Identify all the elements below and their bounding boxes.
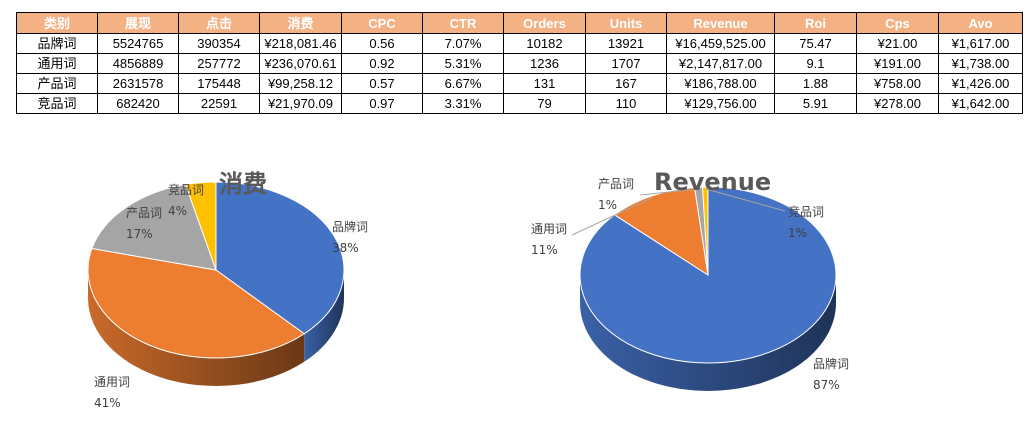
table-cell: ¥278.00 [856,93,939,114]
data-label-竞品词: 竞品词 [168,183,204,197]
table-cell: ¥99,258.12 [259,73,342,94]
column-header: Avo [938,12,1023,34]
table-cell: 通用词 [16,53,98,74]
leader-line [571,197,653,236]
pie-slice-产品词 [91,183,217,271]
table-cell: 390354 [178,33,260,54]
metrics-table: 类别 展现 点击 消费 CPC CTR Orders Units Revenue… [16,12,1023,114]
table-cell: ¥1,426.00 [938,73,1023,94]
table-cell: 5.91 [774,93,857,114]
table-cell: ¥236,070.61 [259,53,342,74]
leader-line [639,188,699,196]
data-label-percent: 4% [168,204,187,218]
slice-side-品牌词 [304,270,344,362]
table-cell: 0.92 [341,53,423,74]
table-cell: 品牌词 [16,33,98,54]
data-label-percent: 11% [531,243,558,257]
table-cell: 682420 [97,93,179,114]
data-label-percent: 87% [813,378,840,392]
table-cell: 3.31% [422,93,504,114]
table-cell: 13921 [585,33,667,54]
table-cell: 6.67% [422,73,504,94]
data-label-percent: 1% [598,198,617,212]
table-cell: 22591 [178,93,260,114]
table-cell: 0.56 [341,33,423,54]
table-cell: 167 [585,73,667,94]
pie-slice-品牌词 [215,181,345,335]
table-cell: ¥21.00 [856,33,939,54]
table-cell: 产品词 [16,73,98,94]
column-header: CTR [422,12,504,34]
table-cell: ¥758.00 [856,73,939,94]
data-label-产品词: 产品词 [126,206,162,220]
column-header: Orders [503,12,586,34]
table-cell: ¥1,738.00 [938,53,1023,74]
table-cell: 9.1 [774,53,857,74]
pie-slice-通用词 [613,186,709,277]
data-label-通用词: 通用词 [94,375,130,389]
column-header: Units [585,12,667,34]
data-label-percent: 41% [94,396,121,410]
pie-slice-竞品词 [701,186,709,276]
table-cell: 131 [503,73,586,94]
table-cell: ¥2,147,817.00 [666,53,775,74]
data-label-品牌词: 品牌词 [332,220,368,234]
data-label-品牌词: 品牌词 [813,357,849,371]
table-cell: ¥191.00 [856,53,939,74]
table-cell: 0.57 [341,73,423,94]
table-row: 竞品词 682420 22591 ¥21,970.09 0.97 3.31% 7… [16,93,1023,114]
revenue-pie-chart: Revenue 品牌词 87% 通用词 11% 产品词 1% 竞品词 1% [531,168,849,392]
column-header: CPC [341,12,423,34]
table-cell: 79 [503,93,586,114]
chart-title: Revenue [654,168,771,196]
table-cell: ¥186,788.00 [666,73,775,94]
column-header: Cps [856,12,939,34]
table-cell: 110 [585,93,667,114]
table-cell: ¥129,756.00 [666,93,775,114]
table-row: 品牌词 5524765 390354 ¥218,081.46 0.56 7.07… [16,33,1023,54]
table-cell: 257772 [178,53,260,74]
table-cell: ¥1,642.00 [938,93,1023,114]
slice-side-品牌词 [580,275,836,391]
table-cell: ¥218,081.46 [259,33,342,54]
table-cell: ¥1,617.00 [938,33,1023,54]
chart-title: 消费 [219,170,267,198]
table-cell: 4856889 [97,53,179,74]
table-cell: 75.47 [774,33,857,54]
data-label-产品词: 产品词 [598,177,634,191]
slice-side-通用词 [88,270,305,386]
table-cell: 7.07% [422,33,504,54]
table-cell: ¥16,459,525.00 [666,33,775,54]
table-cell: ¥21,970.09 [259,93,342,114]
table-cell: 1236 [503,53,586,74]
table-row: 通用词 4856889 257772 ¥236,070.61 0.92 5.31… [16,53,1023,74]
pie-slice-通用词 [87,247,306,359]
data-label-竞品词: 竞品词 [788,205,824,219]
column-header: 消费 [259,12,342,34]
table-header-row: 类别 展现 点击 消费 CPC CTR Orders Units Revenue… [16,12,1023,34]
data-label-percent: 38% [332,241,359,255]
column-header: 点击 [178,12,260,34]
column-header: 展现 [97,12,179,34]
table-cell: 175448 [178,73,260,94]
table-cell: 2631578 [97,73,179,94]
table-cell: 5.31% [422,53,504,74]
table-cell: 0.97 [341,93,423,114]
column-header: Roi [774,12,857,34]
table-cell: 1.88 [774,73,857,94]
table-cell: 5524765 [97,33,179,54]
table-cell: 1707 [585,53,667,74]
table-row: 产品词 2631578 175448 ¥99,258.12 0.57 6.67%… [16,73,1023,94]
data-label-percent: 17% [126,227,153,241]
pie-slice-竞品词 [184,181,217,271]
column-header: 类别 [16,12,98,34]
table-cell: 10182 [503,33,586,54]
column-header: Revenue [666,12,775,34]
data-label-percent: 1% [788,226,807,240]
leader-line [705,188,786,212]
table-cell: 竞品词 [16,93,98,114]
data-label-通用词: 通用词 [531,222,567,236]
